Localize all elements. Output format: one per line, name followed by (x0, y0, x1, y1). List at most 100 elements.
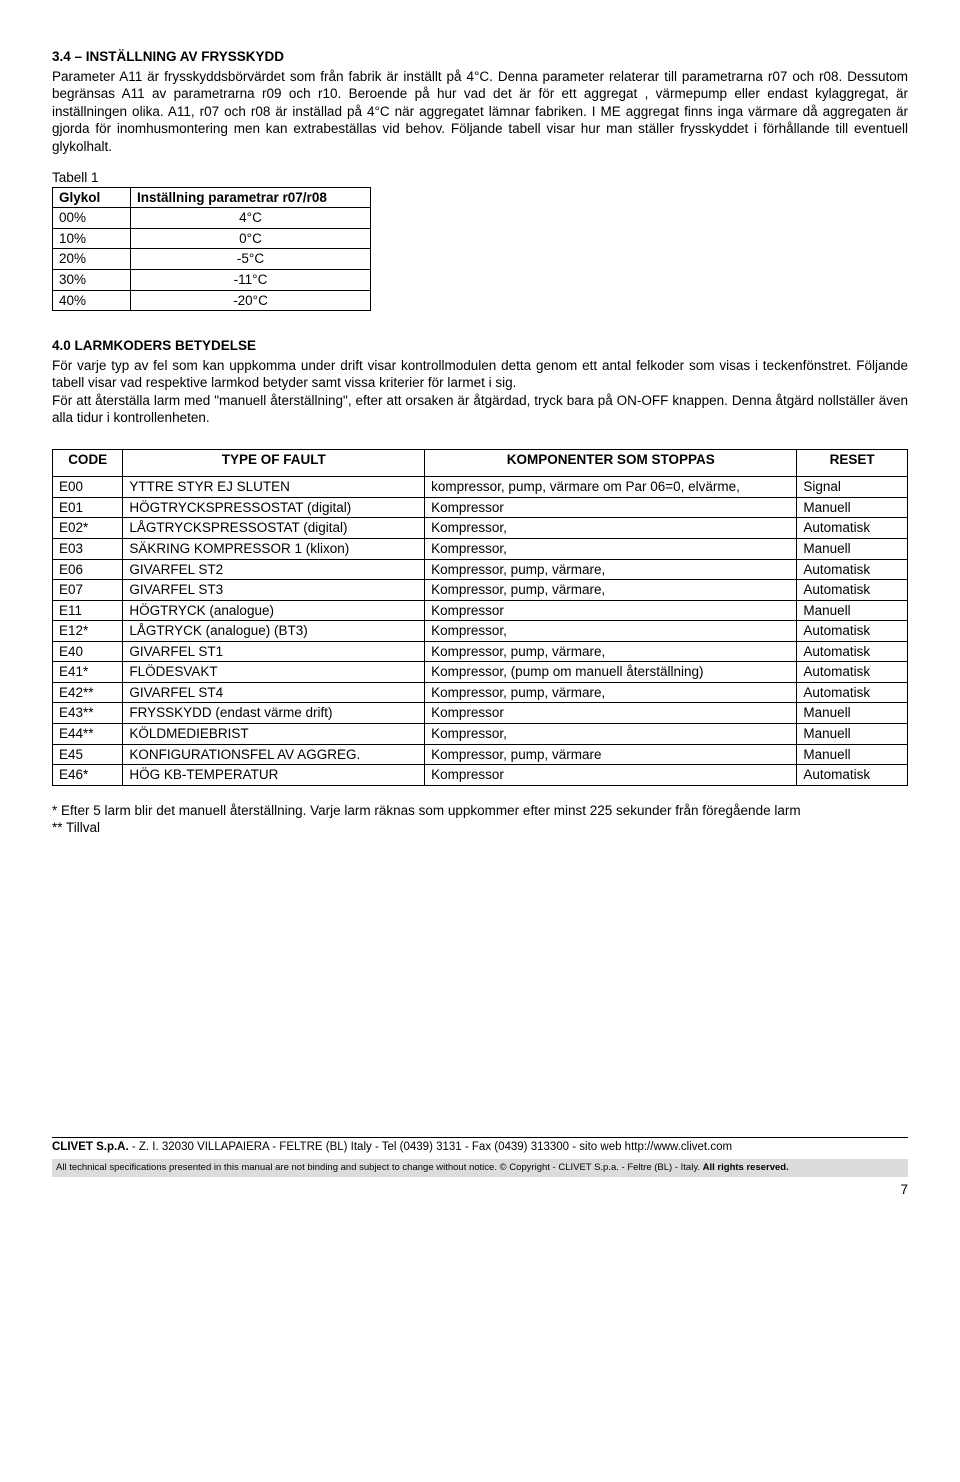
cell: E12* (53, 621, 123, 642)
glykol-table: Glykol Inställning parametrar r07/r08 00… (52, 187, 371, 311)
cell: Kompressor (425, 600, 797, 621)
table-row: 00%4°C (53, 208, 371, 229)
cell: Manuell (797, 539, 908, 560)
cell: Kompressor, pump, värmare, (425, 559, 797, 580)
cell: SÄKRING KOMPRESSOR 1 (klixon) (123, 539, 425, 560)
cell: Automatisk (797, 580, 908, 601)
cell: GIVARFEL ST3 (123, 580, 425, 601)
alarm-codes-table: CODE TYPE OF FAULT KOMPONENTER SOM STOPP… (52, 449, 908, 786)
table-row: E01HÖGTRYCKSPRESSOSTAT (digital)Kompress… (53, 497, 908, 518)
cell: E01 (53, 497, 123, 518)
cell: KÖLDMEDIEBRIST (123, 723, 425, 744)
cell: 0°C (131, 228, 371, 249)
cell: GIVARFEL ST4 (123, 682, 425, 703)
section-3-4-title: 3.4 – INSTÄLLNING AV FRYSSKYDD (52, 48, 908, 66)
cell: Automatisk (797, 662, 908, 683)
section-4-0-p1: För varje typ av fel som kan uppkomma un… (52, 357, 908, 392)
table-row: 10%0°C (53, 228, 371, 249)
table-row: E42**GIVARFEL ST4Kompressor, pump, värma… (53, 682, 908, 703)
section-4-0-title: 4.0 LARMKODERS BETYDELSE (52, 337, 908, 355)
table-row: E11HÖGTRYCK (analogue)KompressorManuell (53, 600, 908, 621)
cell: Automatisk (797, 641, 908, 662)
cell: FRYSSKYDD (endast värme drift) (123, 703, 425, 724)
table-row: E45KONFIGURATIONSFEL AV AGGREG.Kompresso… (53, 744, 908, 765)
table-row: E12*LÅGTRYCK (analogue) (BT3)Kompressor,… (53, 621, 908, 642)
cell: E46* (53, 765, 123, 786)
cell: HÖGTRYCK (analogue) (123, 600, 425, 621)
table-row: E06GIVARFEL ST2Kompressor, pump, värmare… (53, 559, 908, 580)
footnote-2: ** Tillval (52, 819, 908, 837)
cell: HÖGTRYCKSPRESSOSTAT (digital) (123, 497, 425, 518)
cell: E42** (53, 682, 123, 703)
cell: E07 (53, 580, 123, 601)
table-header: Glykol (53, 187, 131, 208)
cell: Automatisk (797, 765, 908, 786)
cell: E11 (53, 600, 123, 621)
cell: Manuell (797, 703, 908, 724)
table1-caption: Tabell 1 (52, 169, 908, 187)
footer-disclaimer-text: All technical specifications presented i… (56, 1162, 703, 1173)
cell: Automatisk (797, 621, 908, 642)
table-header-row: Glykol Inställning parametrar r07/r08 (53, 187, 371, 208)
cell: Kompressor, (425, 518, 797, 539)
table-header: KOMPONENTER SOM STOPPAS (425, 449, 797, 477)
cell: 40% (53, 290, 131, 311)
cell: E41* (53, 662, 123, 683)
cell: -11°C (131, 270, 371, 291)
table-header: CODE (53, 449, 123, 477)
table-row: E03SÄKRING KOMPRESSOR 1 (klixon)Kompress… (53, 539, 908, 560)
cell: Kompressor, (425, 723, 797, 744)
footer-company: CLIVET S.p.A. (52, 1141, 129, 1153)
table-row: E07GIVARFEL ST3Kompressor, pump, värmare… (53, 580, 908, 601)
cell: FLÖDESVAKT (123, 662, 425, 683)
table-header: TYPE OF FAULT (123, 449, 425, 477)
footer-rule (52, 1137, 908, 1138)
cell: E03 (53, 539, 123, 560)
table-row: E40GIVARFEL ST1Kompressor, pump, värmare… (53, 641, 908, 662)
section-4-0-p2: För att återställa larm med "manuell åte… (52, 392, 908, 427)
cell: Manuell (797, 723, 908, 744)
table-row: E43**FRYSSKYDD (endast värme drift)Kompr… (53, 703, 908, 724)
page-footer: CLIVET S.p.A. - Z. I. 32030 VILLAPAIERA … (52, 1137, 908, 1199)
cell: GIVARFEL ST2 (123, 559, 425, 580)
cell: Kompressor, pump, värmare, (425, 580, 797, 601)
cell: Manuell (797, 600, 908, 621)
cell: GIVARFEL ST1 (123, 641, 425, 662)
cell: Manuell (797, 497, 908, 518)
table-row: E02*LÅGTRYCKSPRESSOSTAT (digital)Kompres… (53, 518, 908, 539)
footer-address: CLIVET S.p.A. - Z. I. 32030 VILLAPAIERA … (52, 1140, 908, 1155)
footer-rights: All rights reserved. (703, 1162, 789, 1173)
footer-address-text: - Z. I. 32030 VILLAPAIERA - FELTRE (BL) … (129, 1141, 732, 1153)
cell: 20% (53, 249, 131, 270)
cell: E45 (53, 744, 123, 765)
table-header: RESET (797, 449, 908, 477)
cell: 30% (53, 270, 131, 291)
cell: HÖG KB-TEMPERATUR (123, 765, 425, 786)
table-row: E46*HÖG KB-TEMPERATURKompressorAutomatis… (53, 765, 908, 786)
cell: Kompressor, pump, värmare, (425, 641, 797, 662)
cell: Kompressor, (pump om manuell återställni… (425, 662, 797, 683)
table-row: E41*FLÖDESVAKTKompressor, (pump om manue… (53, 662, 908, 683)
cell: E02* (53, 518, 123, 539)
table-row: 30%-11°C (53, 270, 371, 291)
section-3-4-body: Parameter A11 är frysskyddsbörvärdet som… (52, 68, 908, 156)
cell: Manuell (797, 744, 908, 765)
cell: LÅGTRYCK (analogue) (BT3) (123, 621, 425, 642)
cell: E44** (53, 723, 123, 744)
cell: 10% (53, 228, 131, 249)
cell: -5°C (131, 249, 371, 270)
cell: Signal (797, 477, 908, 498)
cell: Automatisk (797, 518, 908, 539)
page-number: 7 (52, 1181, 908, 1199)
cell: Kompressor (425, 765, 797, 786)
cell: kompressor, pump, värmare om Par 06=0, e… (425, 477, 797, 498)
cell: E00 (53, 477, 123, 498)
cell: -20°C (131, 290, 371, 311)
cell: Automatisk (797, 682, 908, 703)
cell: Kompressor (425, 703, 797, 724)
footnote-1: * Efter 5 larm blir det manuell återstäl… (52, 802, 908, 820)
table-row: E44**KÖLDMEDIEBRISTKompressor,Manuell (53, 723, 908, 744)
cell: Kompressor (425, 497, 797, 518)
table-row: 40%-20°C (53, 290, 371, 311)
cell: Kompressor, pump, värmare (425, 744, 797, 765)
